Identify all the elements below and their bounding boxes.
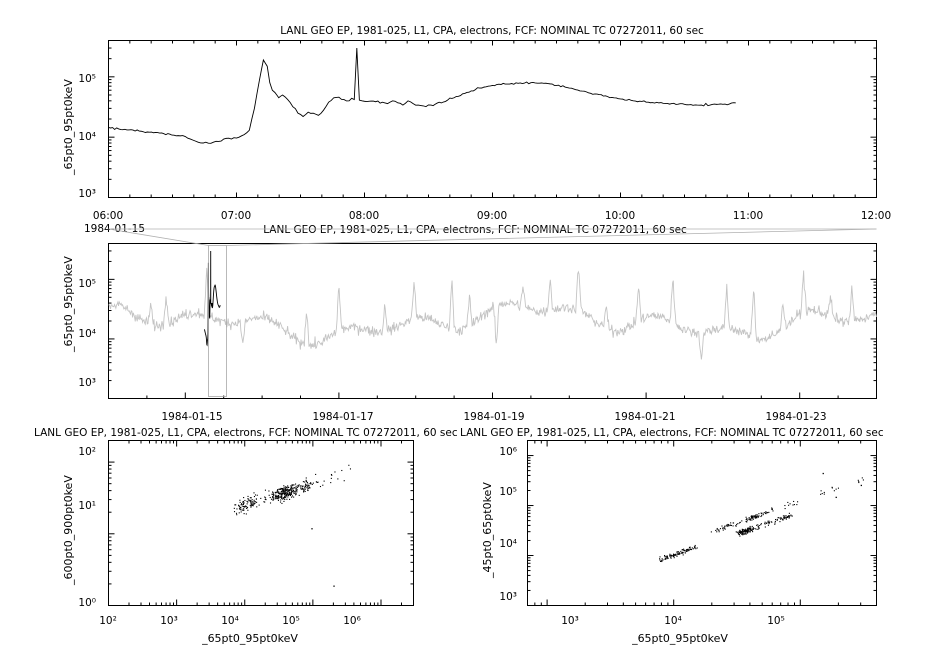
panel4-points — [659, 472, 864, 563]
panel4-xlabel: _65pt0_95pt0keV — [632, 632, 728, 645]
panel2-ytick-0: 10³ — [78, 377, 96, 389]
panel2-ytick-1: 10⁴ — [78, 328, 96, 340]
panel1-xtick-6: 12:00 — [860, 210, 892, 222]
panel4-ytick-1: 10⁴ — [499, 538, 517, 550]
panel1-xtick-4: 10:00 — [604, 210, 636, 222]
panel3-ticks — [108, 440, 414, 606]
panel4-ytick-3: 10⁶ — [499, 446, 517, 458]
panel4-xtick-0: 10³ — [561, 615, 579, 627]
panel4-ticks — [527, 440, 877, 606]
panel2-highlight-trace — [204, 250, 221, 347]
panel2-xtick-4: 1984-01-23 — [765, 411, 827, 423]
panel3-xlabel: _65pt0_95pt0keV — [202, 632, 298, 645]
panel4-xtick-1: 10⁴ — [664, 615, 682, 627]
panel3-xtick-3: 10⁵ — [282, 615, 300, 627]
panel1-xtick-3: 09:00 — [476, 210, 508, 222]
panel1-xtick-5: 11:00 — [732, 210, 764, 222]
panel1-axes-frame — [108, 40, 877, 198]
panel3-xtick-2: 10⁴ — [221, 615, 239, 627]
panel2-selection-box[interactable] — [208, 245, 227, 397]
panel3-axes-frame — [108, 440, 414, 606]
panel1-xtick-1: 07:00 — [220, 210, 252, 222]
panel2-xtick-0: 1984-01-15 — [161, 411, 223, 423]
panel4-ytick-0: 10³ — [499, 591, 517, 603]
panel3-xtick-4: 10⁶ — [343, 615, 361, 627]
panel1-ytick-2: 10⁵ — [78, 73, 96, 85]
panel3-ytick-0: 10⁰ — [78, 597, 96, 609]
panel2-xtick-3: 1984-01-21 — [614, 411, 676, 423]
panel3-ylabel: _600pt0_900pt0keV — [62, 475, 75, 585]
panel1-ylabel: _65pt0_95pt0keV — [62, 79, 75, 175]
panel4-ytick-2: 10⁵ — [499, 486, 517, 498]
panel2-xtick-1: 1984-01-17 — [312, 411, 374, 423]
panel2-ticks — [108, 243, 877, 399]
panel1-ticks — [108, 40, 877, 198]
panel1-xtick-2: 08:00 — [348, 210, 380, 222]
panel1-xtick-0: 06:00 — [92, 210, 124, 222]
panel3-ytick-2: 10² — [78, 446, 96, 458]
panel1-ytick-0: 10³ — [78, 188, 96, 200]
panel3-title: LANL GEO EP, 1981-025, L1, CPA, electron… — [34, 427, 458, 439]
panel3-points — [233, 464, 352, 587]
panel2-xtick-2: 1984-01-19 — [463, 411, 525, 423]
panel2-axes-frame — [108, 243, 877, 399]
panel3-xtick-1: 10³ — [160, 615, 178, 627]
panel2-title: LANL GEO EP, 1981-025, L1, CPA, electron… — [263, 224, 687, 236]
panel1-ytick-1: 10⁴ — [78, 131, 96, 143]
panel1-trace — [108, 48, 736, 144]
panel3-ytick-1: 10¹ — [78, 500, 96, 512]
panel1-title: LANL GEO EP, 1981-025, L1, CPA, electron… — [280, 25, 704, 37]
panel4-xtick-2: 10⁵ — [767, 615, 785, 627]
panel3-xtick-0: 10² — [99, 615, 117, 627]
panel2-context-trace — [108, 267, 877, 360]
panel1-date-label: 1984-01-15 — [84, 223, 146, 235]
panel4-title: LANL GEO EP, 1981-025, L1, CPA, electron… — [460, 427, 884, 439]
panel2-ytick-2: 10⁵ — [78, 278, 96, 290]
panel4-axes-frame — [527, 440, 877, 606]
